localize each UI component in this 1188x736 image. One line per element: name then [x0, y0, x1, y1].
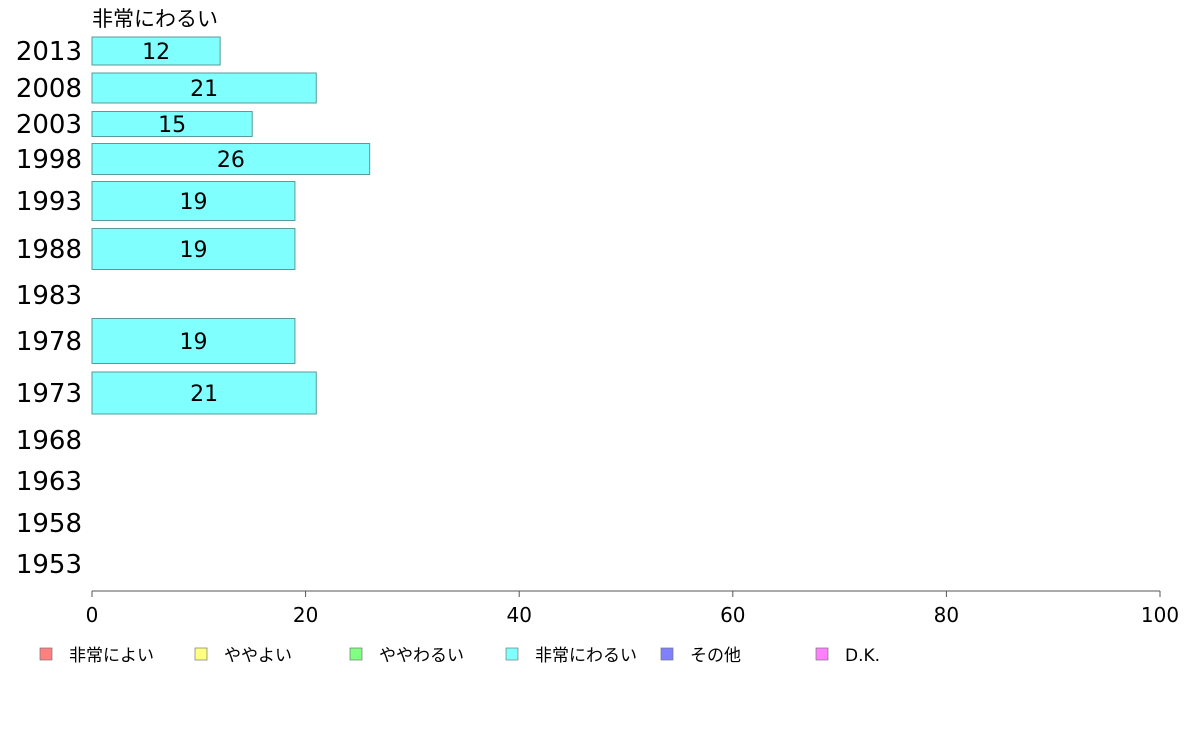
y-tick-label: 1958: [16, 509, 82, 539]
y-tick-label: 2008: [16, 74, 82, 104]
bar: [91, 36, 221, 66]
data-label: 19: [179, 190, 207, 215]
x-tick-label: 0: [86, 603, 99, 627]
x-tick-label: 20: [293, 603, 318, 627]
y-tick-label: 2013: [16, 37, 82, 67]
x-tick-label: 60: [720, 603, 745, 627]
y-tick-label: 1988: [16, 235, 82, 265]
data-label: 12: [142, 40, 170, 65]
bar: [91, 72, 317, 104]
data-label: 21: [190, 382, 218, 407]
legend-swatch: [660, 647, 674, 661]
y-tick-label: 2003: [16, 110, 82, 140]
x-axis: 0 20 40 60 80 100: [86, 590, 1179, 627]
bar: [91, 371, 317, 415]
y-tick-label: 1993: [16, 187, 82, 217]
y-tick-label: 1968: [16, 426, 82, 456]
legend-label: 非常によい: [69, 646, 154, 666]
legend-label: 非常にわるい: [535, 646, 637, 666]
bar: [91, 111, 253, 137]
y-tick-label: 1963: [16, 467, 82, 497]
legend-label: ややわるい: [379, 646, 464, 666]
bar: [91, 143, 371, 175]
data-label: 19: [179, 330, 207, 355]
legend-swatch: [349, 647, 363, 661]
bar: [91, 228, 296, 270]
legend-label: その他: [690, 646, 741, 666]
bar-group: 2013 12 2008 21 2003 15 1998 26 1993 19 1988 19 1983…: [16, 36, 371, 580]
y-tick-label: 1998: [16, 145, 82, 175]
x-tick-label: 80: [934, 603, 959, 627]
data-label: 21: [190, 77, 218, 102]
data-label: 26: [217, 148, 245, 173]
legend: 非常によい ややよい ややわるい 非常にわるい その他 D.K.: [39, 646, 880, 666]
bar: [91, 181, 296, 221]
bar: [91, 318, 296, 364]
x-tick-label: 40: [506, 603, 531, 627]
y-tick-label: 1973: [16, 379, 82, 409]
legend-label: ややよい: [224, 646, 292, 666]
x-tick-label: 100: [1141, 603, 1179, 627]
legend-swatch: [505, 647, 519, 661]
data-label: 15: [158, 113, 186, 138]
data-label: 19: [179, 238, 207, 263]
legend-swatch: [194, 647, 208, 661]
y-tick-label: 1978: [16, 327, 82, 357]
y-tick-label: 1983: [16, 281, 82, 311]
legend-swatch: [815, 647, 829, 661]
y-tick-label: 1953: [16, 550, 82, 580]
chart-title: 非常にわるい: [92, 7, 218, 31]
legend-swatch: [39, 647, 53, 661]
legend-label: D.K.: [845, 646, 880, 666]
